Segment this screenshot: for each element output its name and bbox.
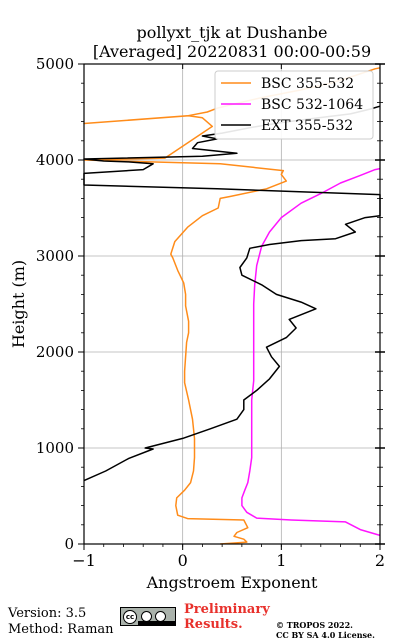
legend-label-bsc-355-532: BSC 355-532 (261, 76, 354, 92)
version-text: Version: 3.5 (8, 606, 87, 621)
chart-svg: pollyxt_tjk at Dushanbe [Averaged] 20220… (9, 23, 385, 592)
y-axis-label: Height (m) (9, 260, 28, 348)
x-tick-label: 2 (375, 551, 385, 570)
legend-label-bsc-532-1064: BSC 532-1064 (261, 97, 363, 113)
preliminary-line1: Preliminary (184, 602, 270, 617)
plot-frame (83, 63, 381, 545)
preliminary-notice: Preliminary Results. (184, 602, 284, 632)
method-text: Method: Raman (8, 622, 114, 637)
legend: BSC 355-532 BSC 532-1064 EXT 355-532 (214, 70, 374, 140)
y-tick-label: 1000 (36, 439, 74, 457)
chart-subtitle: [Averaged] 20220831 00:00-00:59 (93, 42, 371, 61)
preliminary-line2: Results. (184, 617, 243, 632)
y-tick-label: 5000 (36, 55, 74, 73)
x-axis-label: Angstroem Exponent (146, 573, 318, 592)
cc-license-icon: cc (120, 607, 176, 626)
legend-label-ext-355-532: EXT 355-532 (261, 118, 353, 134)
series-line-ext-355-532 (83, 105, 381, 482)
series-line-bsc-532-1064 (241, 167, 381, 537)
series-layer (83, 67, 381, 545)
legend-box (214, 70, 374, 140)
badge-strip (138, 621, 175, 625)
copyright-notice: © TROPOS 2022. CC BY SA 4.0 License. (276, 620, 375, 640)
footer-info: Version: 3.5 Method: Raman (8, 606, 114, 638)
series-line-bsc-355-532 (83, 67, 381, 545)
cc-icon: cc (123, 610, 137, 624)
copyright-line2: CC BY SA 4.0 License. (276, 630, 375, 640)
grid (84, 64, 380, 544)
x-tick-label: 1 (276, 551, 286, 570)
x-tick-label: 0 (178, 551, 188, 570)
x-tick-label: −1 (72, 551, 96, 570)
y-tick-label: 3000 (36, 247, 74, 265)
copyright-line1: © TROPOS 2022. (276, 620, 353, 630)
y-tick-label: 0 (64, 535, 74, 553)
y-tick-label: 2000 (36, 343, 74, 361)
y-tick-label: 4000 (36, 151, 74, 169)
chart-title: pollyxt_tjk at Dushanbe (136, 23, 327, 42)
